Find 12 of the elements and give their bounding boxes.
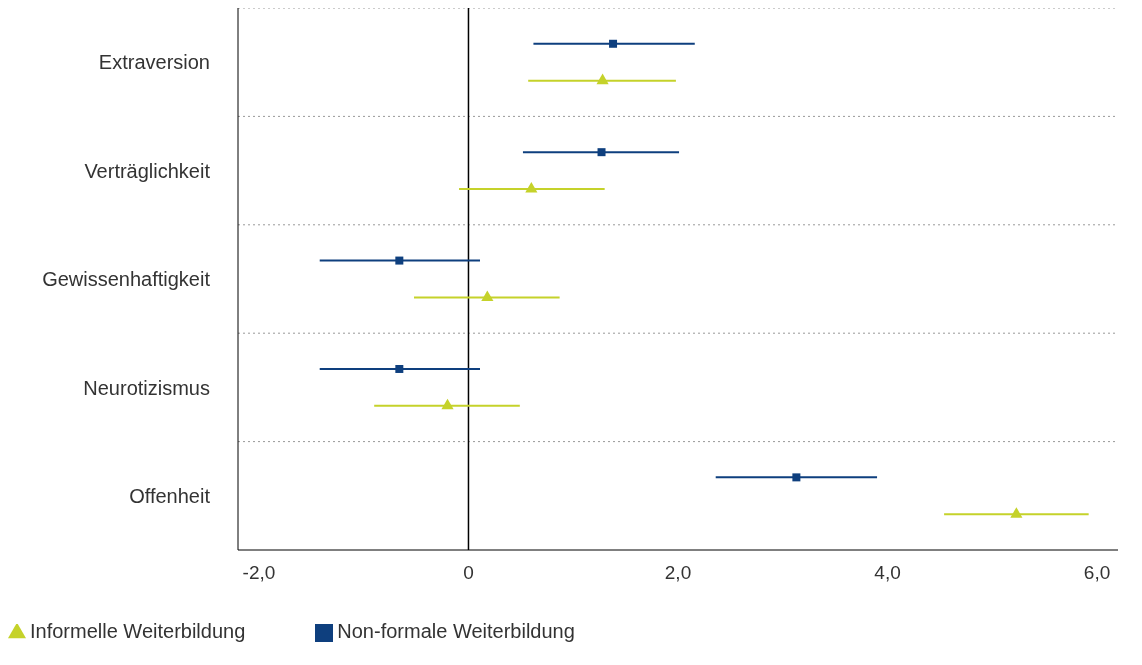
x-tick-label: 4,0 xyxy=(874,562,901,584)
x-tick-label: 2,0 xyxy=(664,562,692,584)
y-tick-label: Verträglichkeit xyxy=(84,159,211,182)
y-tick-label: Gewissenhaftigkeit xyxy=(42,268,211,291)
x-tick-label: 6,0 xyxy=(1083,562,1111,584)
legend-label: Informelle Weiterbildung xyxy=(30,620,246,642)
x-tick-label: 0 xyxy=(463,562,474,584)
legend-label: Non-formale Weiterbildung xyxy=(337,620,575,642)
y-tick-label: Neurotizismus xyxy=(83,376,210,399)
y-tick-label: Offenheit xyxy=(129,484,211,507)
y-tick-label: Extraversion xyxy=(98,51,210,74)
x-tick-label: -2,0 xyxy=(242,562,276,584)
